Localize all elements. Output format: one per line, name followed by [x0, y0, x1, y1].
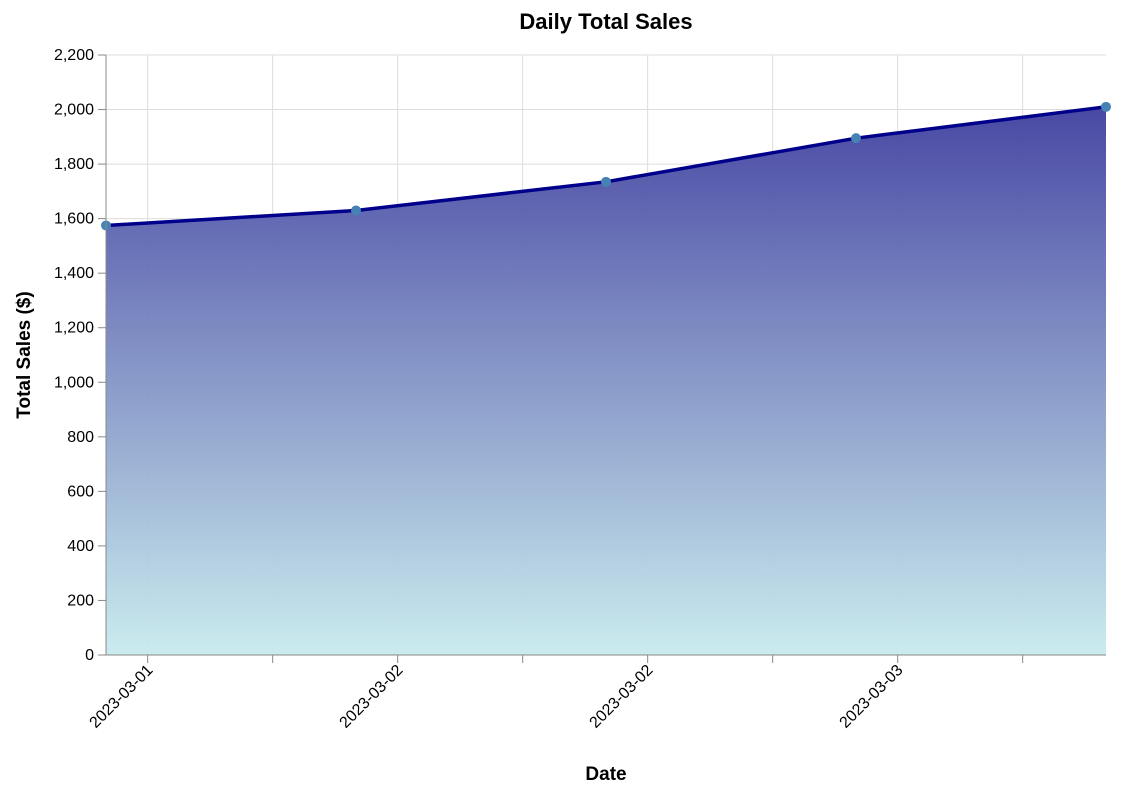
area-series	[101, 101, 1111, 656]
x-tick-label: 2023-03-01	[87, 662, 157, 732]
y-tick-label: 2,000	[54, 102, 94, 119]
y-tick-label: 400	[67, 538, 94, 555]
x-tick-label: 2023-03-02	[337, 662, 407, 732]
data-point	[601, 176, 611, 187]
x-axis-title: Date	[585, 764, 626, 785]
y-tick-label: 200	[67, 592, 94, 609]
y-tick-label: 800	[67, 429, 94, 446]
y-tick-label: 1,600	[54, 211, 94, 228]
y-axis-title: Total Sales ($)	[14, 291, 35, 418]
x-tick-label: 2023-03-02	[587, 662, 657, 732]
y-tick-label: 0	[85, 647, 94, 664]
x-tick-label: 2023-03-03	[837, 662, 907, 732]
y-tick-label: 1,400	[54, 265, 94, 282]
data-point	[1101, 101, 1111, 112]
chart-title: Daily Total Sales	[519, 9, 692, 34]
data-point	[851, 133, 861, 144]
y-tick-label: 600	[67, 483, 94, 500]
y-tick-label: 1,000	[54, 374, 94, 391]
data-point	[351, 205, 361, 216]
y-tick-label: 2,200	[54, 47, 94, 64]
y-tick-label: 1,200	[54, 320, 94, 337]
area-fill	[106, 106, 1106, 656]
y-tick-label: 1,800	[54, 156, 94, 173]
